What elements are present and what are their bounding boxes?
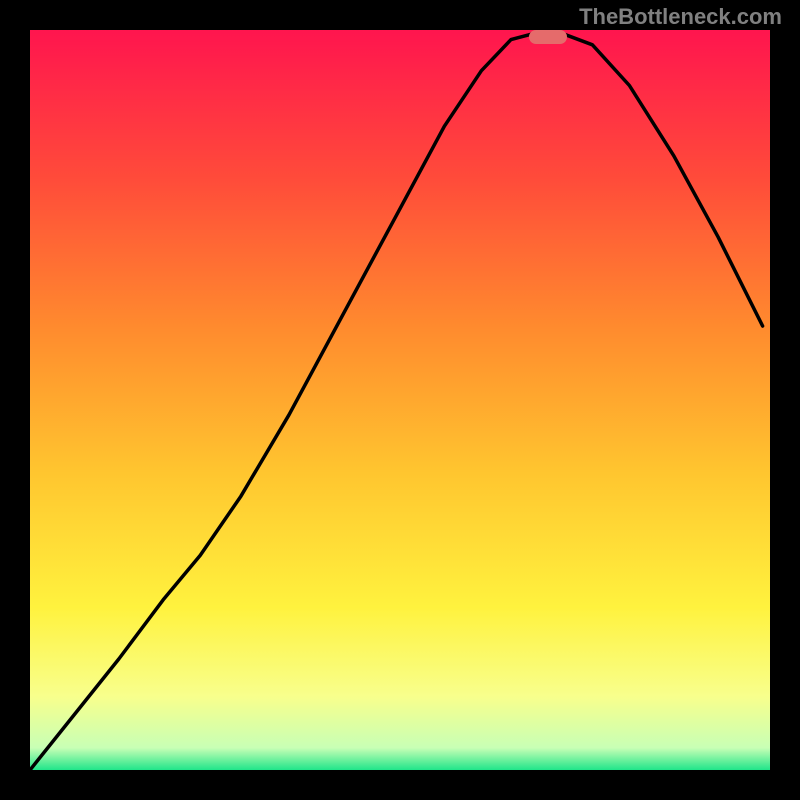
optimal-marker bbox=[529, 30, 567, 44]
watermark-text: TheBottleneck.com bbox=[579, 4, 782, 30]
curve-path bbox=[30, 34, 763, 770]
plot-area bbox=[30, 30, 770, 770]
bottleneck-curve bbox=[30, 30, 770, 770]
